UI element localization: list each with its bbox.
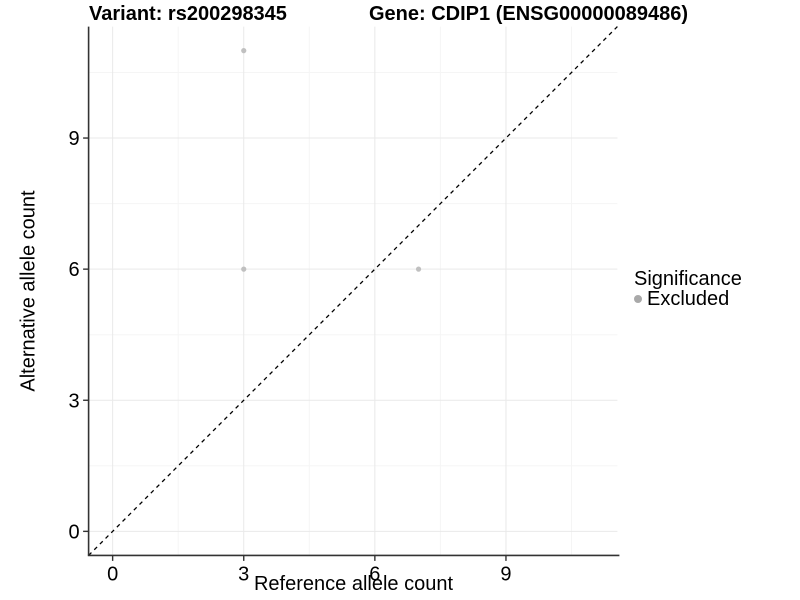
x-axis-title: Reference allele count [253, 573, 453, 595]
legend: Significance Excluded [634, 269, 742, 309]
y-axis-title: Alternative allele count [17, 190, 40, 392]
x-tick-label: 3 [238, 563, 249, 585]
plot-title-gene: Gene: CDIP1 (ENSG00000089486) [369, 3, 689, 25]
legend-item-label: Excluded [647, 288, 730, 310]
y-tick-label: 0 [68, 521, 79, 543]
legend-item-excluded: Excluded [634, 289, 742, 309]
data-point [241, 266, 247, 272]
plot-title-variant: Variant: rs200298345 [89, 3, 287, 25]
x-tick-label: 0 [107, 563, 118, 585]
x-tick-label: 9 [500, 563, 511, 585]
x-tick-label: 6 [369, 563, 380, 585]
identity-reference-line [88, 26, 618, 556]
y-tick-label: 9 [68, 128, 79, 150]
legend-point-icon [634, 295, 642, 303]
y-tick-label: 6 [68, 259, 79, 281]
data-point [415, 266, 422, 272]
y-tick-label: 3 [68, 390, 79, 412]
legend-title: Significance [634, 268, 742, 290]
data-point [241, 48, 247, 54]
